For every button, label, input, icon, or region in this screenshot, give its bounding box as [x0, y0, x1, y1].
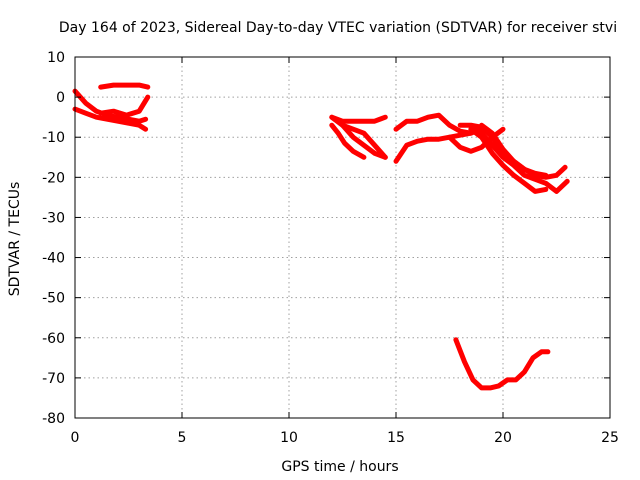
x-axis-label: GPS time / hours	[281, 459, 398, 475]
y-tick-label: -20	[42, 170, 65, 186]
series-arc-c	[98, 94, 151, 118]
x-tick-label: 5	[178, 430, 187, 446]
y-tick-label: -70	[42, 371, 65, 387]
series-arc-m	[468, 126, 570, 194]
x-tick-label: 0	[71, 430, 80, 446]
y-tick-label: 10	[47, 50, 65, 66]
x-tick-label: 10	[280, 430, 298, 446]
y-tick-label: -30	[42, 210, 65, 226]
series-arc-f	[329, 122, 367, 160]
series-arc-a	[72, 88, 149, 124]
axis-ticks: 10 0 -10 -20 -30 -40 -50 -60 -70 -80 0 5 10 15 20 25	[42, 50, 619, 446]
y-tick-label: -10	[42, 130, 65, 146]
series-arc-d	[98, 82, 151, 90]
series-arc-h	[340, 122, 388, 160]
series-arc-g	[329, 114, 388, 124]
y-axis-label: SDTVAR / TECUs	[7, 182, 23, 297]
y-tick-label: -40	[42, 251, 65, 267]
series-arc-n	[468, 126, 549, 194]
x-tick-label: 20	[494, 430, 512, 446]
plot-frame	[74, 56, 611, 419]
x-tick-label: 15	[387, 430, 405, 446]
y-tick-label: -50	[42, 291, 65, 307]
chart-title: Day 164 of 2023, Sidereal Day-to-day VTE…	[59, 20, 617, 36]
series-arc-i	[393, 130, 474, 164]
x-tick-label: 25	[601, 430, 619, 446]
series-arc-j	[393, 112, 485, 136]
series-arc-o	[479, 122, 549, 178]
series-arc-p	[453, 337, 551, 391]
data-series	[72, 82, 570, 391]
y-tick-label: -60	[42, 331, 65, 347]
y-tick-label: 0	[56, 90, 65, 106]
series-arc-b	[72, 106, 149, 132]
y-tick-label: -80	[42, 411, 65, 427]
